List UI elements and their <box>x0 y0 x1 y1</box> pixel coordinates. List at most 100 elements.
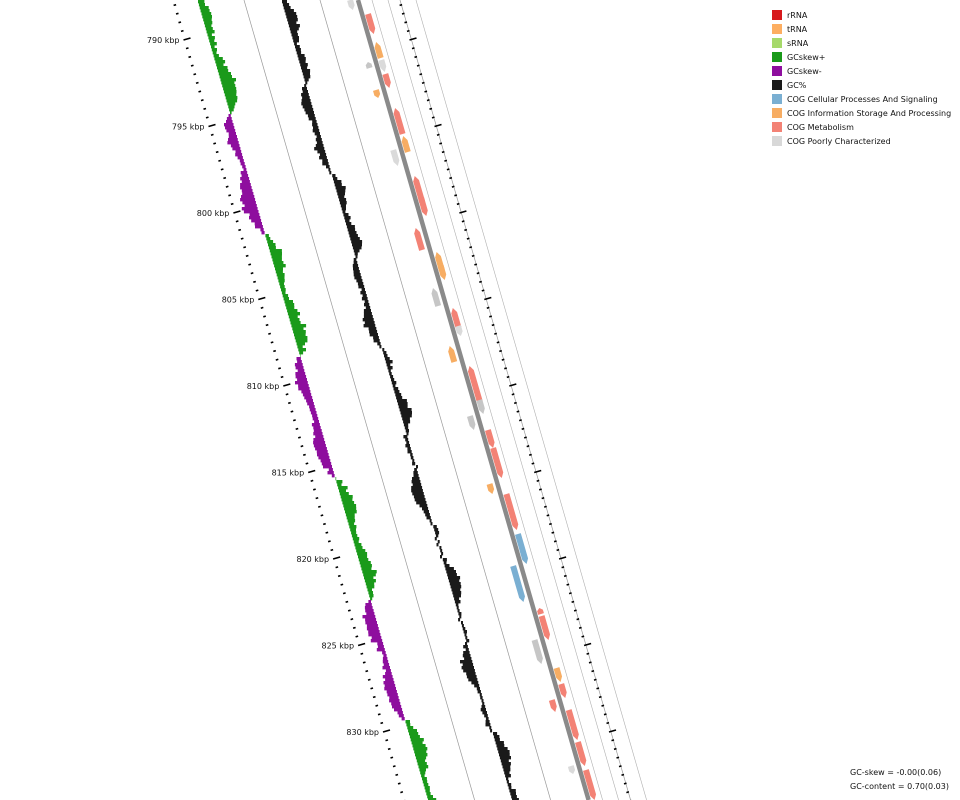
gc-content-bar <box>305 81 308 85</box>
gc-content-bar <box>507 783 512 787</box>
minor-tick <box>571 600 575 604</box>
gc-content-bar <box>350 237 360 241</box>
gc-skew-minus-bar <box>240 186 252 190</box>
gc-skew-minus-bar <box>321 462 332 466</box>
minor-tick <box>431 116 435 119</box>
minor-tick <box>400 791 404 794</box>
gc-skew-plus-bar <box>208 36 215 40</box>
gc-skew-minus-bar <box>298 384 309 388</box>
cog-feature-cog-metabolism <box>365 13 376 34</box>
gc-content-bar <box>477 690 481 694</box>
tick-label-800: 800 kbp <box>197 209 230 218</box>
legend-item-gcskew-minus: GCskew- <box>772 64 958 78</box>
gc-skew-minus-bar <box>255 225 263 229</box>
cog-feature-cog-information <box>448 346 458 363</box>
cog-feature-cog-information <box>437 265 447 280</box>
minor-tick <box>454 194 458 197</box>
gc-content-bar <box>501 762 511 766</box>
gc-skew-minus-bar <box>296 357 301 361</box>
gc-skew-plus-bar <box>213 54 219 58</box>
cog-feature-cog-metabolism <box>558 683 567 698</box>
major-tick <box>183 37 191 41</box>
gc-skew-plus-bar <box>414 750 427 754</box>
minor-tick <box>365 669 369 673</box>
gc-skew-plus-bar <box>281 288 286 292</box>
major-tick <box>434 123 442 128</box>
gc-skew-minus-bar <box>240 177 250 181</box>
gc-content-bar <box>474 684 480 688</box>
minor-tick <box>268 332 272 335</box>
minor-tick <box>621 773 625 777</box>
gc-content-track <box>282 0 519 800</box>
minor-tick <box>195 81 199 85</box>
minor-tick <box>297 436 301 439</box>
gc-content-bar <box>412 459 415 463</box>
gc-skew-minus-bar <box>298 387 310 391</box>
gc-skew-plus-bar <box>217 66 228 70</box>
minor-tick <box>593 678 597 681</box>
minor-tick <box>461 220 465 223</box>
gc-content-bar <box>335 186 346 190</box>
gc-content-bar <box>416 501 427 505</box>
gc-content-bar <box>495 741 504 745</box>
gc-content-bar <box>413 474 419 478</box>
gc-skew-minus-bar <box>241 180 250 184</box>
gc-skew-plus-bar <box>427 795 433 799</box>
minor-tick <box>392 765 396 768</box>
gc-skew-plus-bar <box>300 354 301 358</box>
gc-content-bar <box>305 111 314 115</box>
minor-tick <box>429 107 433 110</box>
cog-feature-cog-poor <box>531 639 543 664</box>
cog-feature-cog-poor-light <box>567 765 576 774</box>
gc-content-bar <box>353 270 360 274</box>
gc-content-bar <box>465 642 468 646</box>
gc-skew-plus-bar <box>211 48 217 52</box>
gc-content-bar <box>396 396 403 400</box>
gc-content-bar <box>510 792 516 796</box>
gc-skew-minus-bar <box>377 645 384 649</box>
gc-content-bar <box>373 336 379 340</box>
gc-skew-minus-bar <box>368 600 371 604</box>
gc-content-bar <box>373 339 380 343</box>
legend-swatch-gc-percent <box>772 80 782 90</box>
gc-content-bar <box>450 585 462 589</box>
gc-content-bar <box>384 357 390 361</box>
gc-skew-plus-bar <box>370 597 373 601</box>
minor-tick <box>479 280 483 283</box>
gc-skew-plus-bar <box>272 258 282 262</box>
gc-content-bar <box>407 450 412 454</box>
gc-content-bar <box>504 771 510 775</box>
gc-skew-minus-bar <box>385 669 391 673</box>
minor-tick <box>521 427 525 431</box>
gc-skew-minus-bar <box>327 471 334 475</box>
gc-content-bar <box>339 201 347 205</box>
gc-content-bar <box>316 135 321 139</box>
minor-tick <box>613 747 617 751</box>
gc-skew-plus-bar <box>282 294 289 298</box>
gc-skew-minus-bar <box>313 429 322 433</box>
cog-feature-cog-poor <box>365 62 373 69</box>
gc-skew-plus-bar <box>281 291 286 295</box>
gc-content-bar <box>482 711 487 715</box>
gc-content-bar <box>386 363 391 367</box>
gc-skew-minus-bar <box>242 201 256 205</box>
gc-content-bar <box>313 126 319 130</box>
cog-feature-cog-metabolism <box>503 493 519 530</box>
cog-feature-cog-metabolism <box>418 197 428 216</box>
gc-skew-minus-bar <box>315 435 324 439</box>
minor-tick <box>240 237 244 240</box>
minor-tick <box>464 228 468 232</box>
gc-skew-minus-bar <box>295 372 306 376</box>
minor-tick <box>253 280 257 283</box>
gc-skew-minus-bar <box>240 162 245 166</box>
gc-skew-plus-bar <box>268 243 276 247</box>
gc-content-bar <box>326 165 330 169</box>
gc-skew-plus-bar <box>350 528 356 532</box>
minor-tick <box>292 419 296 422</box>
gc-content-bar <box>336 189 346 193</box>
gc-content-bar <box>333 177 338 181</box>
gc-content-bar <box>457 609 460 613</box>
gc-skew-minus-bar <box>320 459 331 463</box>
gc-content-bar <box>364 303 370 307</box>
legend-label-gcskew-plus: GCskew+ <box>787 52 826 62</box>
